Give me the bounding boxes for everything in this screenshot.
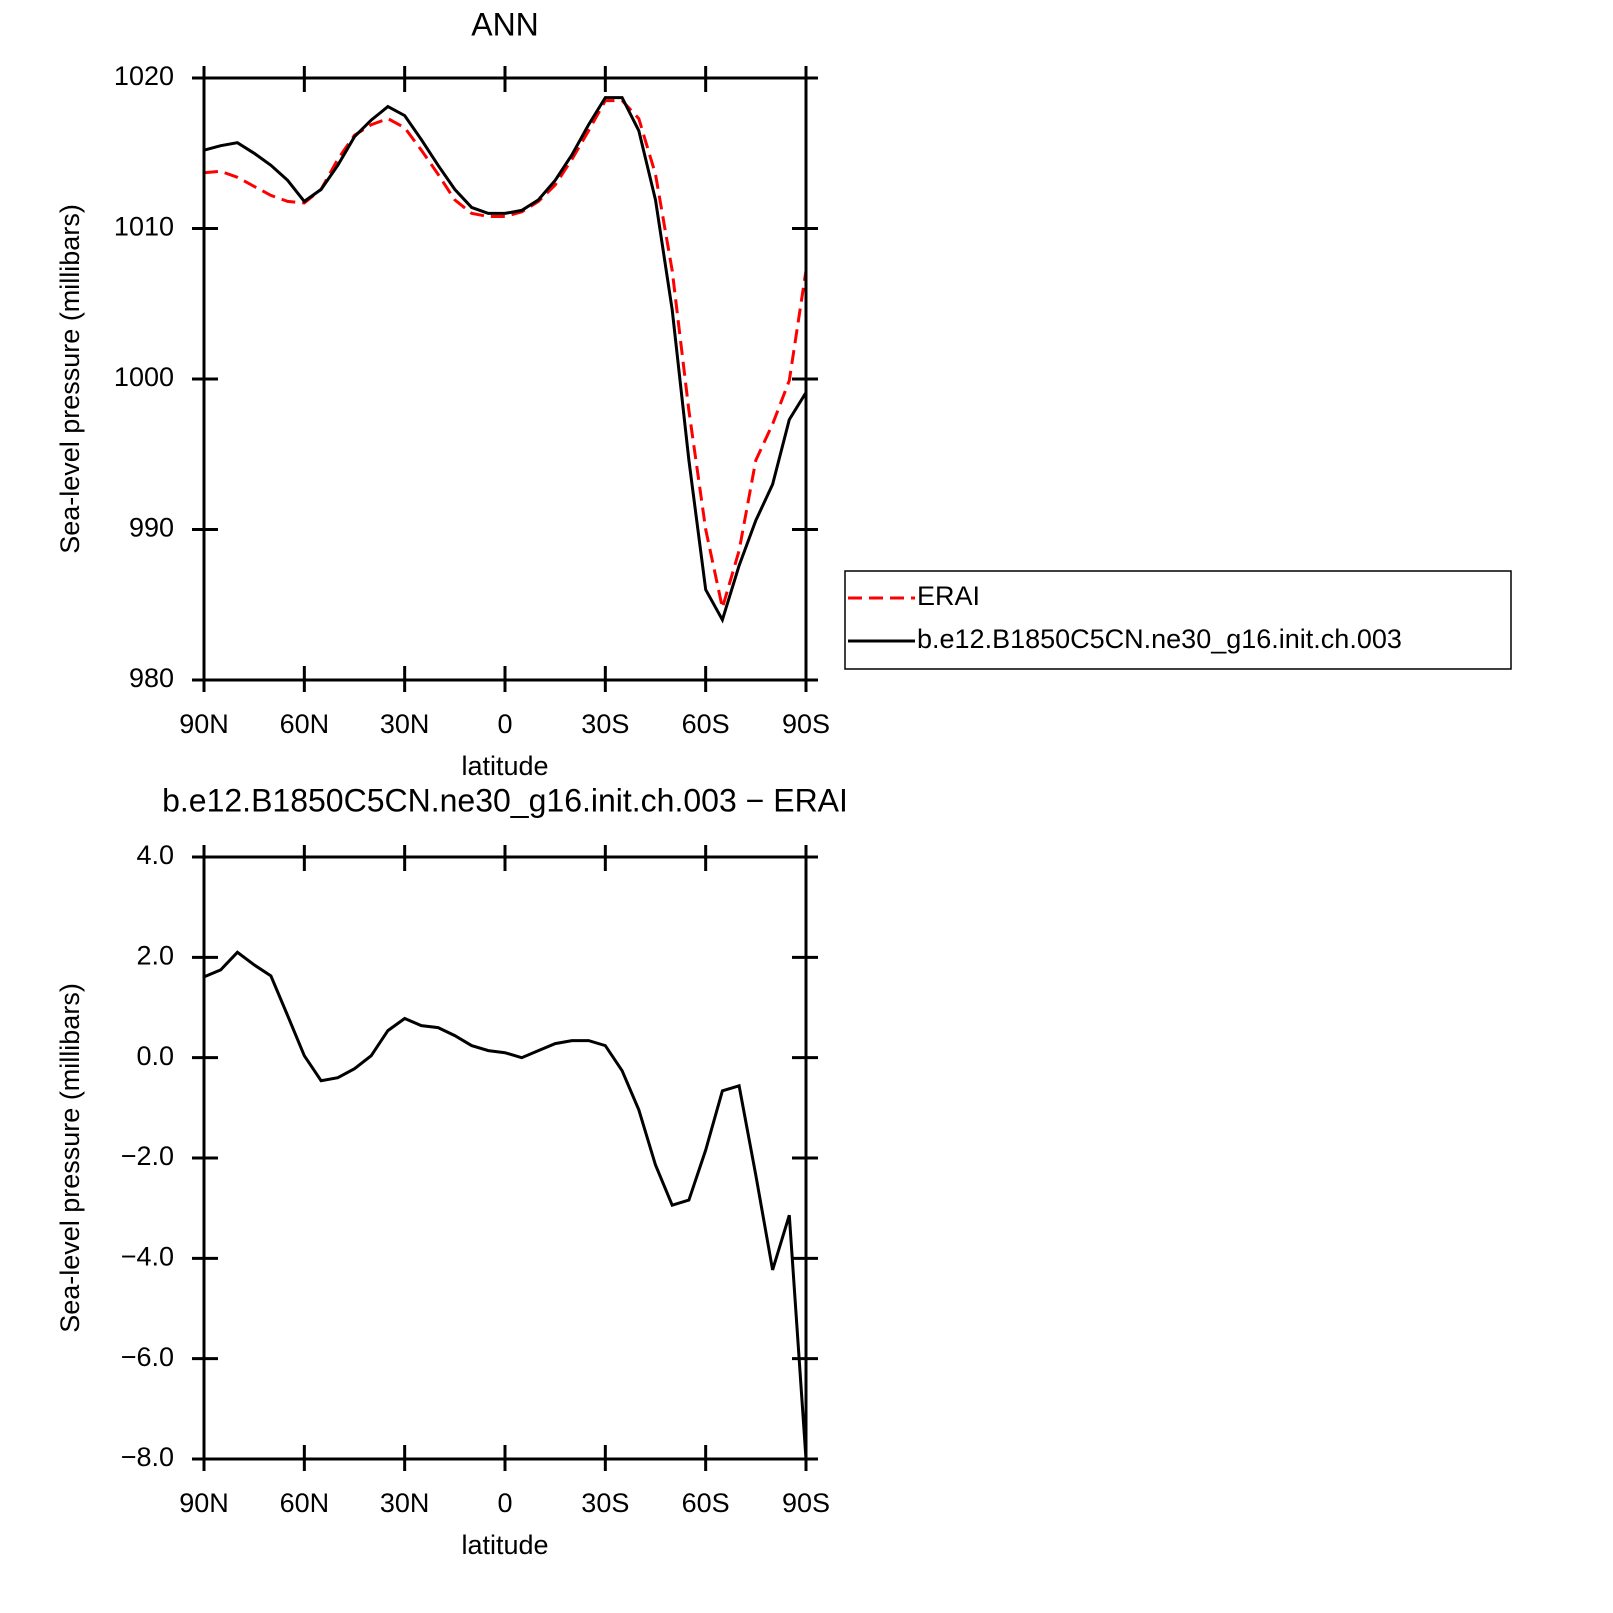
x-tick-label: 0 bbox=[497, 709, 512, 739]
x-tick-label: 90N bbox=[179, 1488, 229, 1518]
data-line bbox=[203, 950, 808, 1460]
data-line bbox=[203, 96, 808, 624]
y-tick-label: 1020 bbox=[114, 61, 174, 91]
x-axis-label: latitude bbox=[461, 751, 548, 781]
x-tick-label: 30S bbox=[581, 1488, 629, 1518]
legend-label: b.e12.B1850C5CN.ne30_g16.init.ch.003 bbox=[917, 624, 1402, 654]
chart-title: b.e12.B1850C5CN.ne30_g16.init.ch.003 − E… bbox=[162, 782, 848, 818]
y-tick-label: 1010 bbox=[114, 212, 174, 242]
y-tick-label: 4.0 bbox=[136, 840, 174, 870]
x-axis-label: latitude bbox=[461, 1530, 548, 1560]
x-tick-label: 90N bbox=[179, 709, 229, 739]
x-tick-label: 30S bbox=[581, 709, 629, 739]
x-tick-label: 90S bbox=[782, 1488, 830, 1518]
data-line bbox=[203, 99, 808, 609]
y-tick-label: 980 bbox=[129, 663, 174, 693]
chart-title: ANN bbox=[471, 6, 539, 42]
y-tick-label: −8.0 bbox=[121, 1442, 174, 1472]
x-tick-label: 30N bbox=[380, 1488, 430, 1518]
plot-frame bbox=[202, 76, 808, 682]
x-tick-label: 60S bbox=[682, 709, 730, 739]
x-tick-label: 60N bbox=[280, 1488, 330, 1518]
y-tick-label: −2.0 bbox=[121, 1141, 174, 1171]
x-tick-label: 60S bbox=[682, 1488, 730, 1518]
y-axis-label: Sea-level pressure (millibars) bbox=[55, 983, 85, 1333]
x-tick-label: 0 bbox=[497, 1488, 512, 1518]
y-axis-label: Sea-level pressure (millibars) bbox=[55, 204, 85, 554]
y-tick-label: 2.0 bbox=[136, 940, 174, 970]
x-tick-label: 30N bbox=[380, 709, 430, 739]
x-tick-label: 60N bbox=[280, 709, 330, 739]
y-tick-label: 990 bbox=[129, 513, 174, 543]
legend-box bbox=[844, 570, 1512, 670]
y-tick-label: 1000 bbox=[114, 362, 174, 392]
x-tick-label: 90S bbox=[782, 709, 830, 739]
plot-frame bbox=[202, 855, 808, 1461]
y-tick-label: −6.0 bbox=[121, 1342, 174, 1372]
y-tick-label: −4.0 bbox=[121, 1241, 174, 1271]
legend-label: ERAI bbox=[917, 581, 980, 611]
y-tick-label: 0.0 bbox=[136, 1041, 174, 1071]
